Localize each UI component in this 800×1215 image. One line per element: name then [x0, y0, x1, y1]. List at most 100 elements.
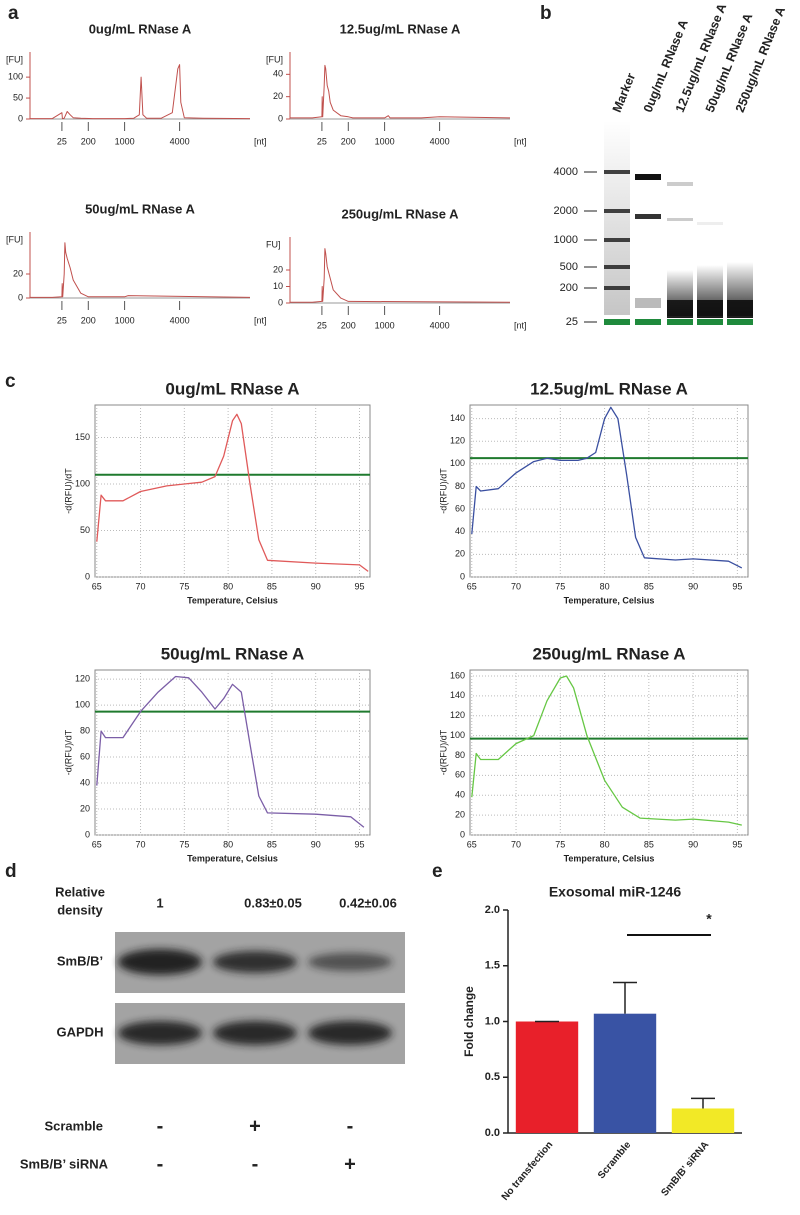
chart-title: 0ug/mL RNase A	[165, 379, 299, 398]
treatment-sign: -	[252, 1153, 259, 1175]
chart-title: 250ug/mL RNase A	[341, 206, 459, 221]
y-tick-label: 120	[450, 710, 465, 720]
y-tick-label: 40	[80, 777, 90, 787]
y-tick-label: 60	[455, 503, 465, 513]
y-axis-label: -d(RFU)/dT	[438, 468, 448, 514]
treatment-sign: +	[344, 1153, 356, 1175]
size-label: 2000	[554, 205, 578, 217]
y-tick-label: 20	[273, 264, 283, 274]
chart-title: 12.5ug/mL RNase A	[340, 21, 461, 36]
x-tick-label: 1000	[115, 315, 135, 325]
y-tick-label: 160	[450, 670, 465, 680]
data-line	[96, 413, 369, 572]
y-axis-label: -d(RFU)/dT	[63, 729, 73, 775]
panel-label: c	[5, 371, 16, 392]
plot-frame	[469, 404, 749, 578]
x-tick-label: 1000	[115, 136, 135, 146]
density-value: 0.42±0.06	[339, 895, 397, 910]
data-line	[290, 248, 511, 303]
treatment-sign: -	[347, 1115, 354, 1137]
x-tick-label: 200	[81, 136, 96, 146]
x-tick-label: 70	[136, 581, 146, 591]
sample-band	[727, 300, 753, 316]
bar	[671, 1108, 735, 1133]
y-tick-label: 0	[85, 571, 90, 581]
y-tick-label: 120	[450, 436, 465, 446]
data-line	[290, 64, 511, 119]
y-tick-label: 40	[273, 69, 283, 79]
blot-band	[308, 953, 392, 971]
blot-band	[308, 1021, 392, 1045]
y-tick-label: 140	[450, 690, 465, 700]
x-tick-label: 80	[223, 581, 233, 591]
x-tick-label: 25	[57, 315, 67, 325]
blot-band	[213, 951, 297, 973]
x-tick-label: 80	[223, 839, 233, 849]
x-tick-label: 200	[81, 315, 96, 325]
y-tick-label: 10	[273, 281, 283, 291]
y-tick-label: 0	[278, 297, 283, 307]
x-tick-label: 65	[467, 581, 477, 591]
x-tick-label: 200	[341, 136, 356, 146]
x-axis-label: [nt]	[514, 320, 527, 330]
significance-label: *	[706, 911, 712, 927]
x-tick-label: 90	[688, 839, 698, 849]
chart-title: 0ug/mL RNase A	[89, 21, 192, 36]
treatment-sign: -	[157, 1153, 164, 1175]
panel-label: b	[540, 3, 552, 24]
x-tick-label: 200	[341, 320, 356, 330]
sample-band	[667, 182, 693, 186]
x-tick-label: 4000	[430, 320, 450, 330]
marker-band	[604, 265, 630, 269]
sample-band	[635, 298, 661, 308]
plot-frame	[94, 669, 371, 836]
x-tick-label: 65	[92, 581, 102, 591]
blot-band	[213, 1021, 297, 1045]
data-line	[30, 64, 251, 120]
x-tick-label: 90	[688, 581, 698, 591]
x-tick-label: 4000	[430, 136, 450, 146]
y-tick-label: 80	[455, 481, 465, 491]
sample-band	[635, 174, 661, 180]
bar	[593, 1013, 657, 1133]
x-axis-label: Temperature, Celsius	[564, 595, 655, 605]
y-tick-label: 1.0	[485, 1015, 500, 1027]
y-tick-label: 20	[273, 91, 283, 101]
data-line	[96, 675, 365, 828]
y-tick-label: 60	[80, 751, 90, 761]
y-tick-label: 100	[75, 699, 90, 709]
y-tick-label: 0	[18, 113, 23, 123]
y-axis-label: -d(RFU)/dT	[438, 729, 448, 775]
y-tick-label: 0	[460, 571, 465, 581]
y-tick-label: 40	[455, 790, 465, 800]
y-axis-label: -d(RFU)/dT	[63, 468, 73, 514]
x-tick-label: 95	[354, 581, 364, 591]
data-line	[30, 242, 251, 298]
size-label: 200	[560, 282, 578, 294]
x-tick-label: 65	[92, 839, 102, 849]
panel-label: d	[5, 861, 17, 882]
y-tick-label: 120	[75, 673, 90, 683]
size-label: 25	[566, 316, 578, 328]
y-tick-label: 80	[455, 750, 465, 760]
y-tick-label: 60	[455, 770, 465, 780]
y-tick-label: 50	[80, 525, 90, 535]
density-value: 0.83±0.05	[244, 895, 302, 910]
x-tick-label: 75	[179, 839, 189, 849]
size-label: 500	[560, 261, 578, 273]
chart-title: 50ug/mL RNase A	[161, 644, 305, 663]
y-tick-label: 0.5	[485, 1071, 500, 1083]
gel-loading-band	[697, 319, 723, 325]
size-label: 1000	[554, 234, 578, 246]
x-tick-label: 85	[267, 839, 277, 849]
gel-loading-band	[667, 319, 693, 325]
y-axis-label: [FU]	[6, 54, 23, 64]
x-tick-label: 1000	[375, 136, 395, 146]
y-tick-label: 100	[8, 72, 23, 82]
error-bar	[613, 981, 637, 1014]
gel-loading-band	[604, 319, 630, 325]
y-tick-label: 40	[455, 526, 465, 536]
y-tick-label: 20	[80, 803, 90, 813]
x-axis-label: [nt]	[254, 136, 267, 146]
